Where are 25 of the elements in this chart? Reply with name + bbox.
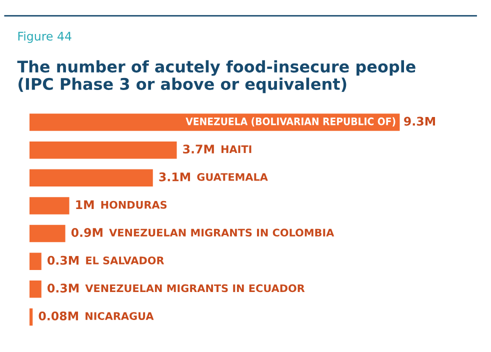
y-tick-label: EL SALVADOR: [86, 256, 164, 264]
caption: Figure 44: [18, 32, 72, 43]
y-tick-label: HAITI: [221, 145, 252, 153]
y-tick-label: HONDURAS: [101, 200, 167, 209]
data-label: 0.08M: [38, 311, 78, 320]
y-tick-label: NICARAGUA: [86, 312, 154, 320]
data-label: 0.3M: [48, 284, 79, 293]
y-tick-label: GUATEMALA: [197, 173, 268, 181]
data-label: 1M: [76, 200, 94, 209]
data-label: 3.1M: [159, 172, 190, 182]
bar: [29, 141, 177, 159]
bar: [29, 197, 70, 214]
bar: [29, 252, 42, 270]
bar: [29, 224, 66, 242]
bar: [29, 308, 33, 326]
y-tick-label: VENEZUELAN MIGRANTS IN ECUADOR: [85, 284, 305, 292]
data-label: 0.9M: [71, 228, 102, 237]
data-label: 0.3M: [48, 256, 79, 265]
y-tick-label: VENEZUELA (BOLIVARIAN REPUBLIC OF): [186, 117, 396, 127]
y-tick-label: VENEZUELAN MIGRANTS IN COLOMBIA: [109, 228, 334, 237]
bar: [29, 169, 153, 187]
bar: [29, 280, 42, 298]
chart-title: The number of acutely food-insecure people (IPC Phase 3 or above or equivalent): [17, 60, 416, 94]
data-label: 9.3M: [404, 116, 435, 126]
data-label: 3.7M: [183, 144, 214, 154]
